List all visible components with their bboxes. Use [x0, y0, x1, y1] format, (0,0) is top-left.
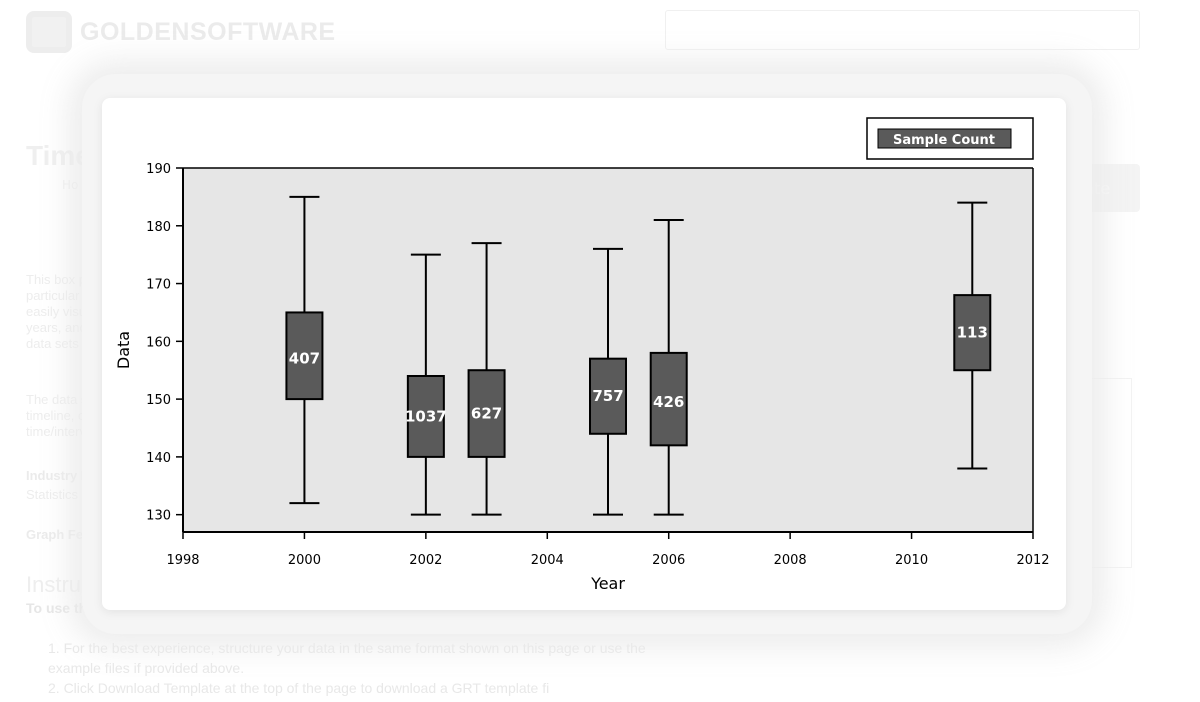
- paragraph-line: years, and: [26, 320, 87, 335]
- site-logo[interactable]: GOLDENSOFTWARE: [26, 10, 336, 54]
- chart-lightbox: 407 1037 627 757 426 113 130 140 150 160 170 180 19…: [102, 98, 1066, 610]
- legend-label: Sample Count: [893, 133, 995, 148]
- box-body: [406, 375, 445, 458]
- y-tick-label: 170: [146, 278, 171, 293]
- legend-swatch: [877, 128, 1012, 149]
- legend: Sample Count: [866, 117, 1034, 160]
- list-item: 1. For the best experience, structure yo…: [48, 640, 646, 676]
- y-tick-label: 140: [146, 451, 171, 466]
- x-tick-label: 2002: [409, 553, 442, 568]
- box-2005: 757: [589, 247, 627, 516]
- paragraph-line: timeline, or: [26, 408, 90, 423]
- y-axis-title: Data: [114, 331, 133, 369]
- y-tick-label: 190: [146, 162, 171, 177]
- x-tick-label: 2010: [895, 553, 928, 568]
- paragraph-line: particular lo: [26, 288, 94, 303]
- box-count-label: 1037: [405, 407, 447, 425]
- industry-value: Statistics: [26, 487, 79, 502]
- x-axis-title: Year: [590, 574, 625, 593]
- box-body: [589, 357, 627, 435]
- box-count-label: 407: [289, 350, 320, 368]
- graph-features-label: Graph Fea: [26, 527, 91, 542]
- paragraph-line: The data s: [26, 392, 88, 407]
- x-tick-label: 2006: [652, 553, 685, 568]
- x-tick-label: 2008: [774, 553, 807, 568]
- x-tick-label: 1998: [166, 553, 199, 568]
- paragraph-line: time/interv: [26, 424, 86, 439]
- x-tick-label: 2012: [1016, 553, 1049, 568]
- box-2006: 426: [649, 219, 688, 516]
- paragraph-line: easily visua: [26, 304, 94, 319]
- paragraph-line: This box pl: [26, 272, 89, 287]
- instructions-list: 1. For the best experience, structure yo…: [48, 638, 688, 698]
- y-tick-label: 130: [146, 509, 171, 524]
- logo-text: GOLDENSOFTWARE: [80, 17, 336, 46]
- box-count-label: 113: [957, 324, 988, 342]
- box-count-label: 757: [592, 387, 623, 405]
- box-count-label: 627: [471, 405, 502, 423]
- x-tick-label: 2000: [288, 553, 321, 568]
- y-tick-label: 160: [146, 335, 171, 350]
- box-2011: 113: [953, 201, 992, 470]
- logo-mark-icon: [26, 11, 72, 53]
- industry-label: Industry Fo: [26, 468, 97, 483]
- box-count-label: 426: [653, 393, 684, 411]
- data-paragraph: The data s timeline, or time/interv: [26, 392, 90, 440]
- box-body: [285, 311, 324, 401]
- y-tick-label: 180: [146, 220, 171, 235]
- search-input[interactable]: [665, 10, 1140, 50]
- breadcrumb[interactable]: Ho: [62, 178, 79, 192]
- box-2002: 1037: [405, 253, 447, 516]
- box-2000: 407: [285, 195, 324, 505]
- box-body: [649, 351, 688, 447]
- box-2003: 627: [467, 242, 506, 516]
- box-body: [953, 294, 992, 372]
- list-item: 2. Click Download Template at the top of…: [48, 680, 550, 696]
- y-tick-label: 150: [146, 393, 171, 408]
- box-body: [467, 369, 506, 458]
- description-paragraph: This box pl particular lo easily visua y…: [26, 272, 93, 352]
- x-tick-label: 2004: [531, 553, 564, 568]
- paragraph-line: data sets to: [26, 336, 94, 351]
- box-plot-chart: 407 1037 627 757 426 113 130 140 150 160 170 180 19…: [114, 117, 1050, 593]
